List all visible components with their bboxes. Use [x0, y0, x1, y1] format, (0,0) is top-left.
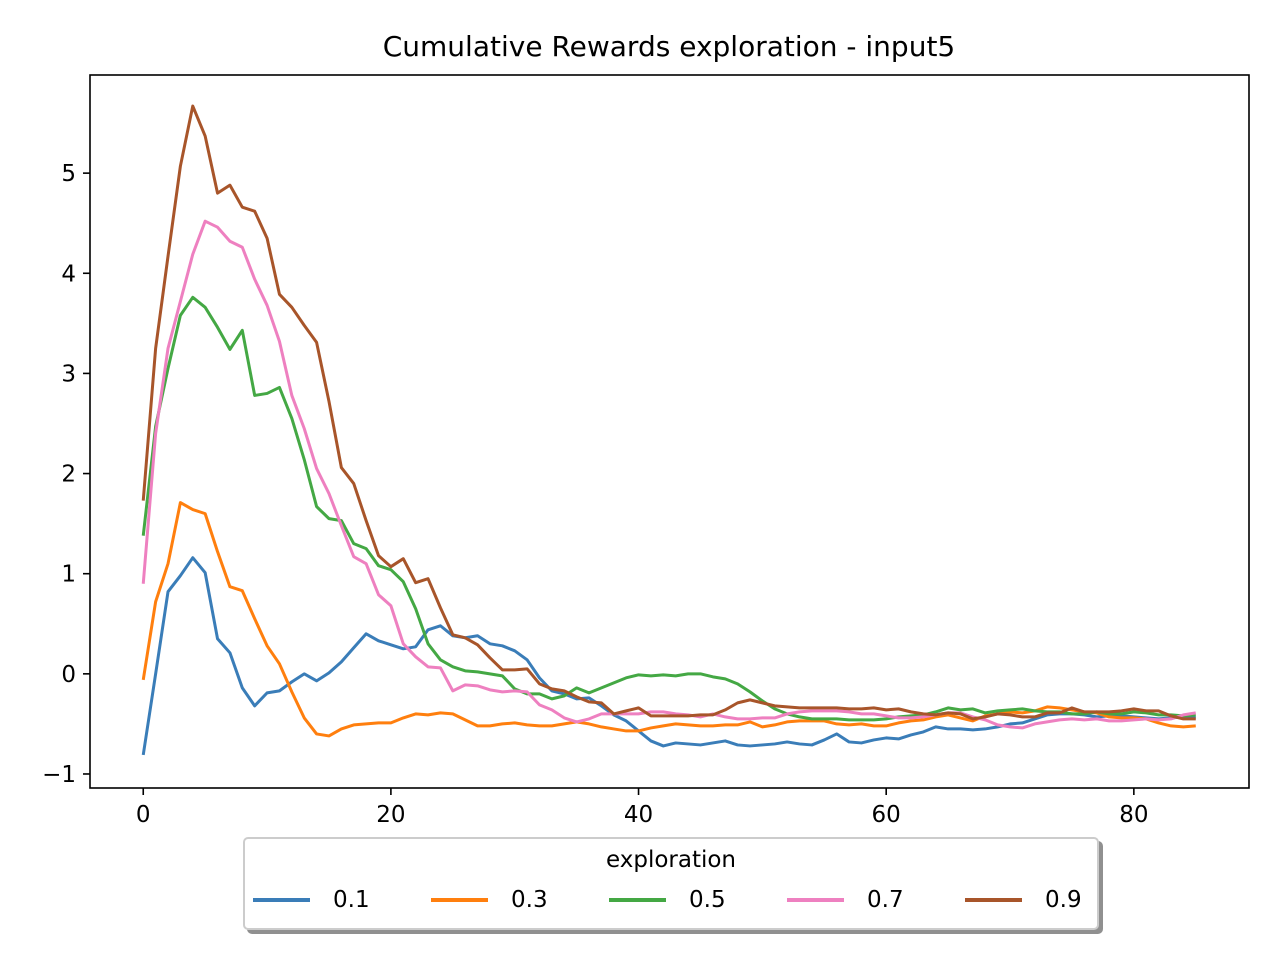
series-line-0.5 — [141, 295, 1196, 722]
legend-item: 0.3 — [431, 884, 609, 916]
y-tick-label: 0 — [61, 662, 76, 688]
legend-title: exploration — [605, 847, 737, 873]
x-tick-label: 40 — [624, 802, 653, 828]
legend-item: 0.9 — [965, 884, 1143, 916]
y-tick-label: 3 — [61, 361, 76, 387]
legend-items: 0.1 0.3 0.5 0.7 0.9 — [253, 884, 1143, 916]
y-tick-label: −1 — [42, 762, 76, 788]
x-tick-label: 60 — [872, 802, 901, 828]
x-tick-label: 80 — [1119, 802, 1148, 828]
legend-swatch — [253, 898, 310, 902]
series-line-0.9 — [141, 104, 1196, 721]
legend: exploration 0.1 0.3 0.5 0.7 0.9 — [243, 837, 1099, 930]
legend-label: 0.7 — [867, 887, 904, 913]
y-tick-label: 4 — [61, 261, 76, 287]
series-line-0.1 — [141, 556, 1196, 756]
legend-label: 0.3 — [511, 887, 548, 913]
legend-swatch — [431, 898, 488, 902]
legend-item: 0.7 — [787, 884, 965, 916]
legend-swatch — [965, 898, 1022, 902]
legend-label: 0.5 — [689, 887, 726, 913]
legend-swatch — [609, 898, 666, 902]
plot-frame — [89, 74, 1250, 789]
series-line-0.7 — [141, 219, 1197, 730]
legend-item: 0.5 — [609, 884, 787, 916]
x-tick-label: 20 — [376, 802, 405, 828]
series-line-0.3 — [141, 501, 1196, 738]
legend-item: 0.1 — [253, 884, 431, 916]
legend-label: 0.9 — [1045, 887, 1082, 913]
y-tick-label: 5 — [61, 161, 76, 187]
x-tick-label: 0 — [136, 802, 151, 828]
legend-swatch — [787, 898, 844, 902]
y-tick-label: 1 — [61, 562, 76, 588]
series-layer — [141, 104, 1197, 756]
legend-label: 0.1 — [333, 887, 370, 913]
chart-title: Cumulative Rewards exploration - input5 — [383, 30, 956, 63]
y-tick-label: 2 — [61, 462, 76, 488]
axis-layer: 0 20 40 60 80 −1 0 1 2 3 4 5 — [42, 161, 1148, 828]
